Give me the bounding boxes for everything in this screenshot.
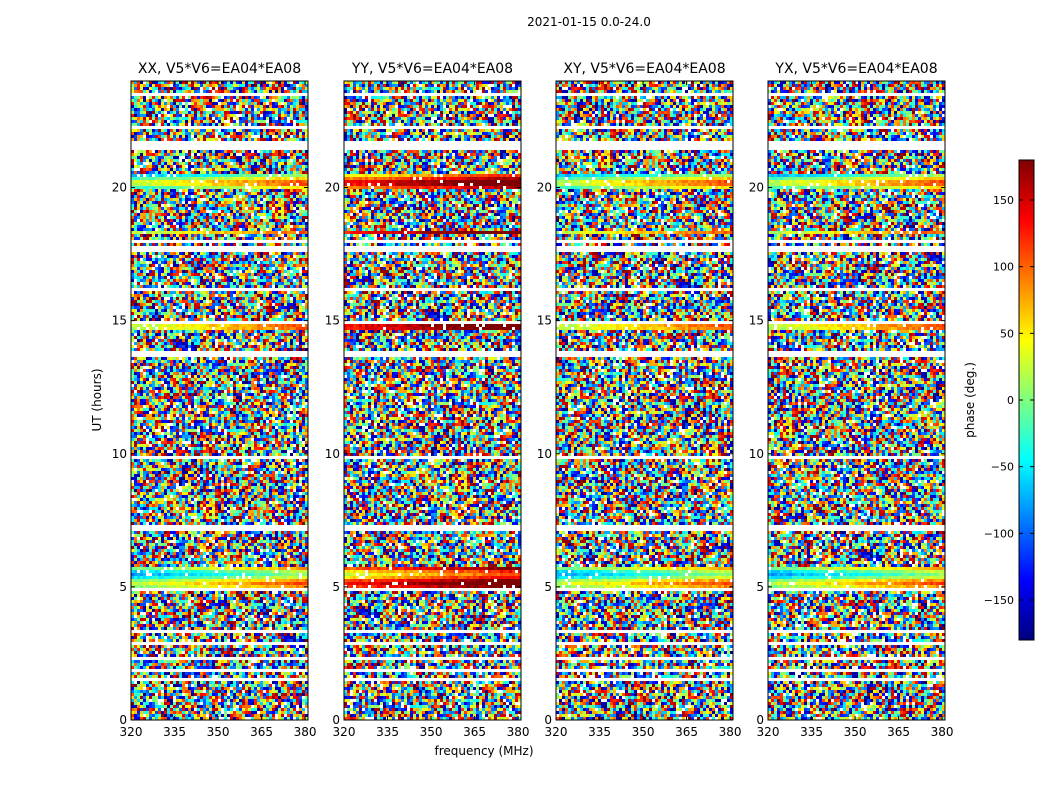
x-tick-label: 365 — [887, 725, 910, 739]
panel-title: YX, V5*V6=EA04*EA08 — [774, 61, 937, 77]
panel-yy: YY, V5*V6=EA04*EA08 320 335 350 365 380 0 5 10 15… — [325, 61, 530, 739]
y-tick-label: 20 — [112, 181, 127, 195]
y-tick-label: 15 — [325, 314, 340, 328]
x-tick-label: 365 — [250, 725, 273, 739]
colorbar-tick-label: −50 — [991, 461, 1014, 474]
y-tick-label: 0 — [332, 713, 340, 727]
x-tick-label: 365 — [675, 725, 698, 739]
y-tick-label: 5 — [756, 580, 764, 594]
phase-heatmap-yx — [768, 81, 945, 720]
panel-title: YY, V5*V6=EA04*EA08 — [351, 61, 513, 77]
colorbar-tick-label: −150 — [984, 594, 1014, 607]
y-tick-label: 20 — [749, 181, 764, 195]
x-tick-label: 350 — [207, 725, 230, 739]
panel-yx: YX, V5*V6=EA04*EA08 320 335 350 365 380 0 5 10 15… — [749, 61, 954, 739]
y-tick-label: 0 — [119, 713, 127, 727]
x-tick-label: 365 — [463, 725, 486, 739]
y-tick-label: 0 — [756, 713, 764, 727]
x-tick-label: 380 — [931, 725, 954, 739]
y-tick-label: 10 — [537, 447, 552, 461]
phase-heatmap-xx — [131, 81, 308, 720]
x-tick-label: 380 — [294, 725, 317, 739]
y-tick-label: 0 — [544, 713, 552, 727]
x-tick-label: 380 — [507, 725, 530, 739]
colorbar-label: phase (deg.) — [963, 362, 977, 438]
panel-title: XY, V5*V6=EA04*EA08 — [563, 61, 725, 77]
x-tick-label: 320 — [333, 725, 356, 739]
y-tick-label: 20 — [325, 181, 340, 195]
phase-heatmap-xy — [556, 81, 733, 720]
colorbar-tick-label: 150 — [993, 194, 1014, 207]
colorbar-tick-label: 100 — [993, 261, 1014, 274]
figure-suptitle: 2021-01-15 0.0-24.0 — [527, 15, 651, 29]
x-tick-label: 320 — [757, 725, 780, 739]
x-tick-label: 350 — [632, 725, 655, 739]
axes-frame — [555, 80, 734, 721]
panel-xy: XY, V5*V6=EA04*EA08 320 335 350 365 380 0 5 10 15… — [537, 61, 742, 739]
y-tick-label: 5 — [332, 580, 340, 594]
x-tick-label: 350 — [420, 725, 443, 739]
y-tick-label: 10 — [112, 447, 127, 461]
x-tick-label: 380 — [719, 725, 742, 739]
y-tick-label: 10 — [325, 447, 340, 461]
x-tick-label: 335 — [376, 725, 399, 739]
colorbar-tick-label: 0 — [1007, 394, 1014, 407]
axes-frame — [130, 80, 309, 721]
colorbar-tick-label: −100 — [984, 527, 1014, 540]
x-tick-label: 335 — [588, 725, 611, 739]
y-tick-label: 5 — [119, 580, 127, 594]
y-tick-label: 15 — [749, 314, 764, 328]
x-tick-label: 320 — [120, 725, 143, 739]
y-tick-label: 15 — [537, 314, 552, 328]
panel-title: XX, V5*V6=EA04*EA08 — [138, 61, 301, 77]
x-axis-label: frequency (MHz) — [434, 744, 533, 758]
axes-frame — [343, 80, 522, 721]
y-tick-label: 10 — [749, 447, 764, 461]
y-axis-label: UT (hours) — [90, 368, 104, 431]
y-tick-label: 20 — [537, 181, 552, 195]
colorbar-ticks: 150 100 50 0 −50 −100 −150 — [984, 194, 1034, 607]
axes-frame — [767, 80, 946, 721]
panels-group: XX, V5*V6=EA04*EA08 320 335 350 365 380 0 5 10 15… — [112, 61, 954, 739]
x-tick-label: 350 — [844, 725, 867, 739]
y-tick-label: 5 — [544, 580, 552, 594]
x-tick-label: 335 — [800, 725, 823, 739]
x-tick-label: 335 — [163, 725, 186, 739]
panel-xx: XX, V5*V6=EA04*EA08 320 335 350 365 380 0 5 10 15… — [112, 61, 317, 739]
x-tick-label: 320 — [545, 725, 568, 739]
colorbar-tick-label: 50 — [1000, 327, 1014, 340]
colorbar: 150 100 50 0 −50 −100 −150 phase (deg.) — [963, 159, 1035, 641]
phase-heatmap-yy — [344, 81, 521, 720]
y-tick-label: 15 — [112, 314, 127, 328]
